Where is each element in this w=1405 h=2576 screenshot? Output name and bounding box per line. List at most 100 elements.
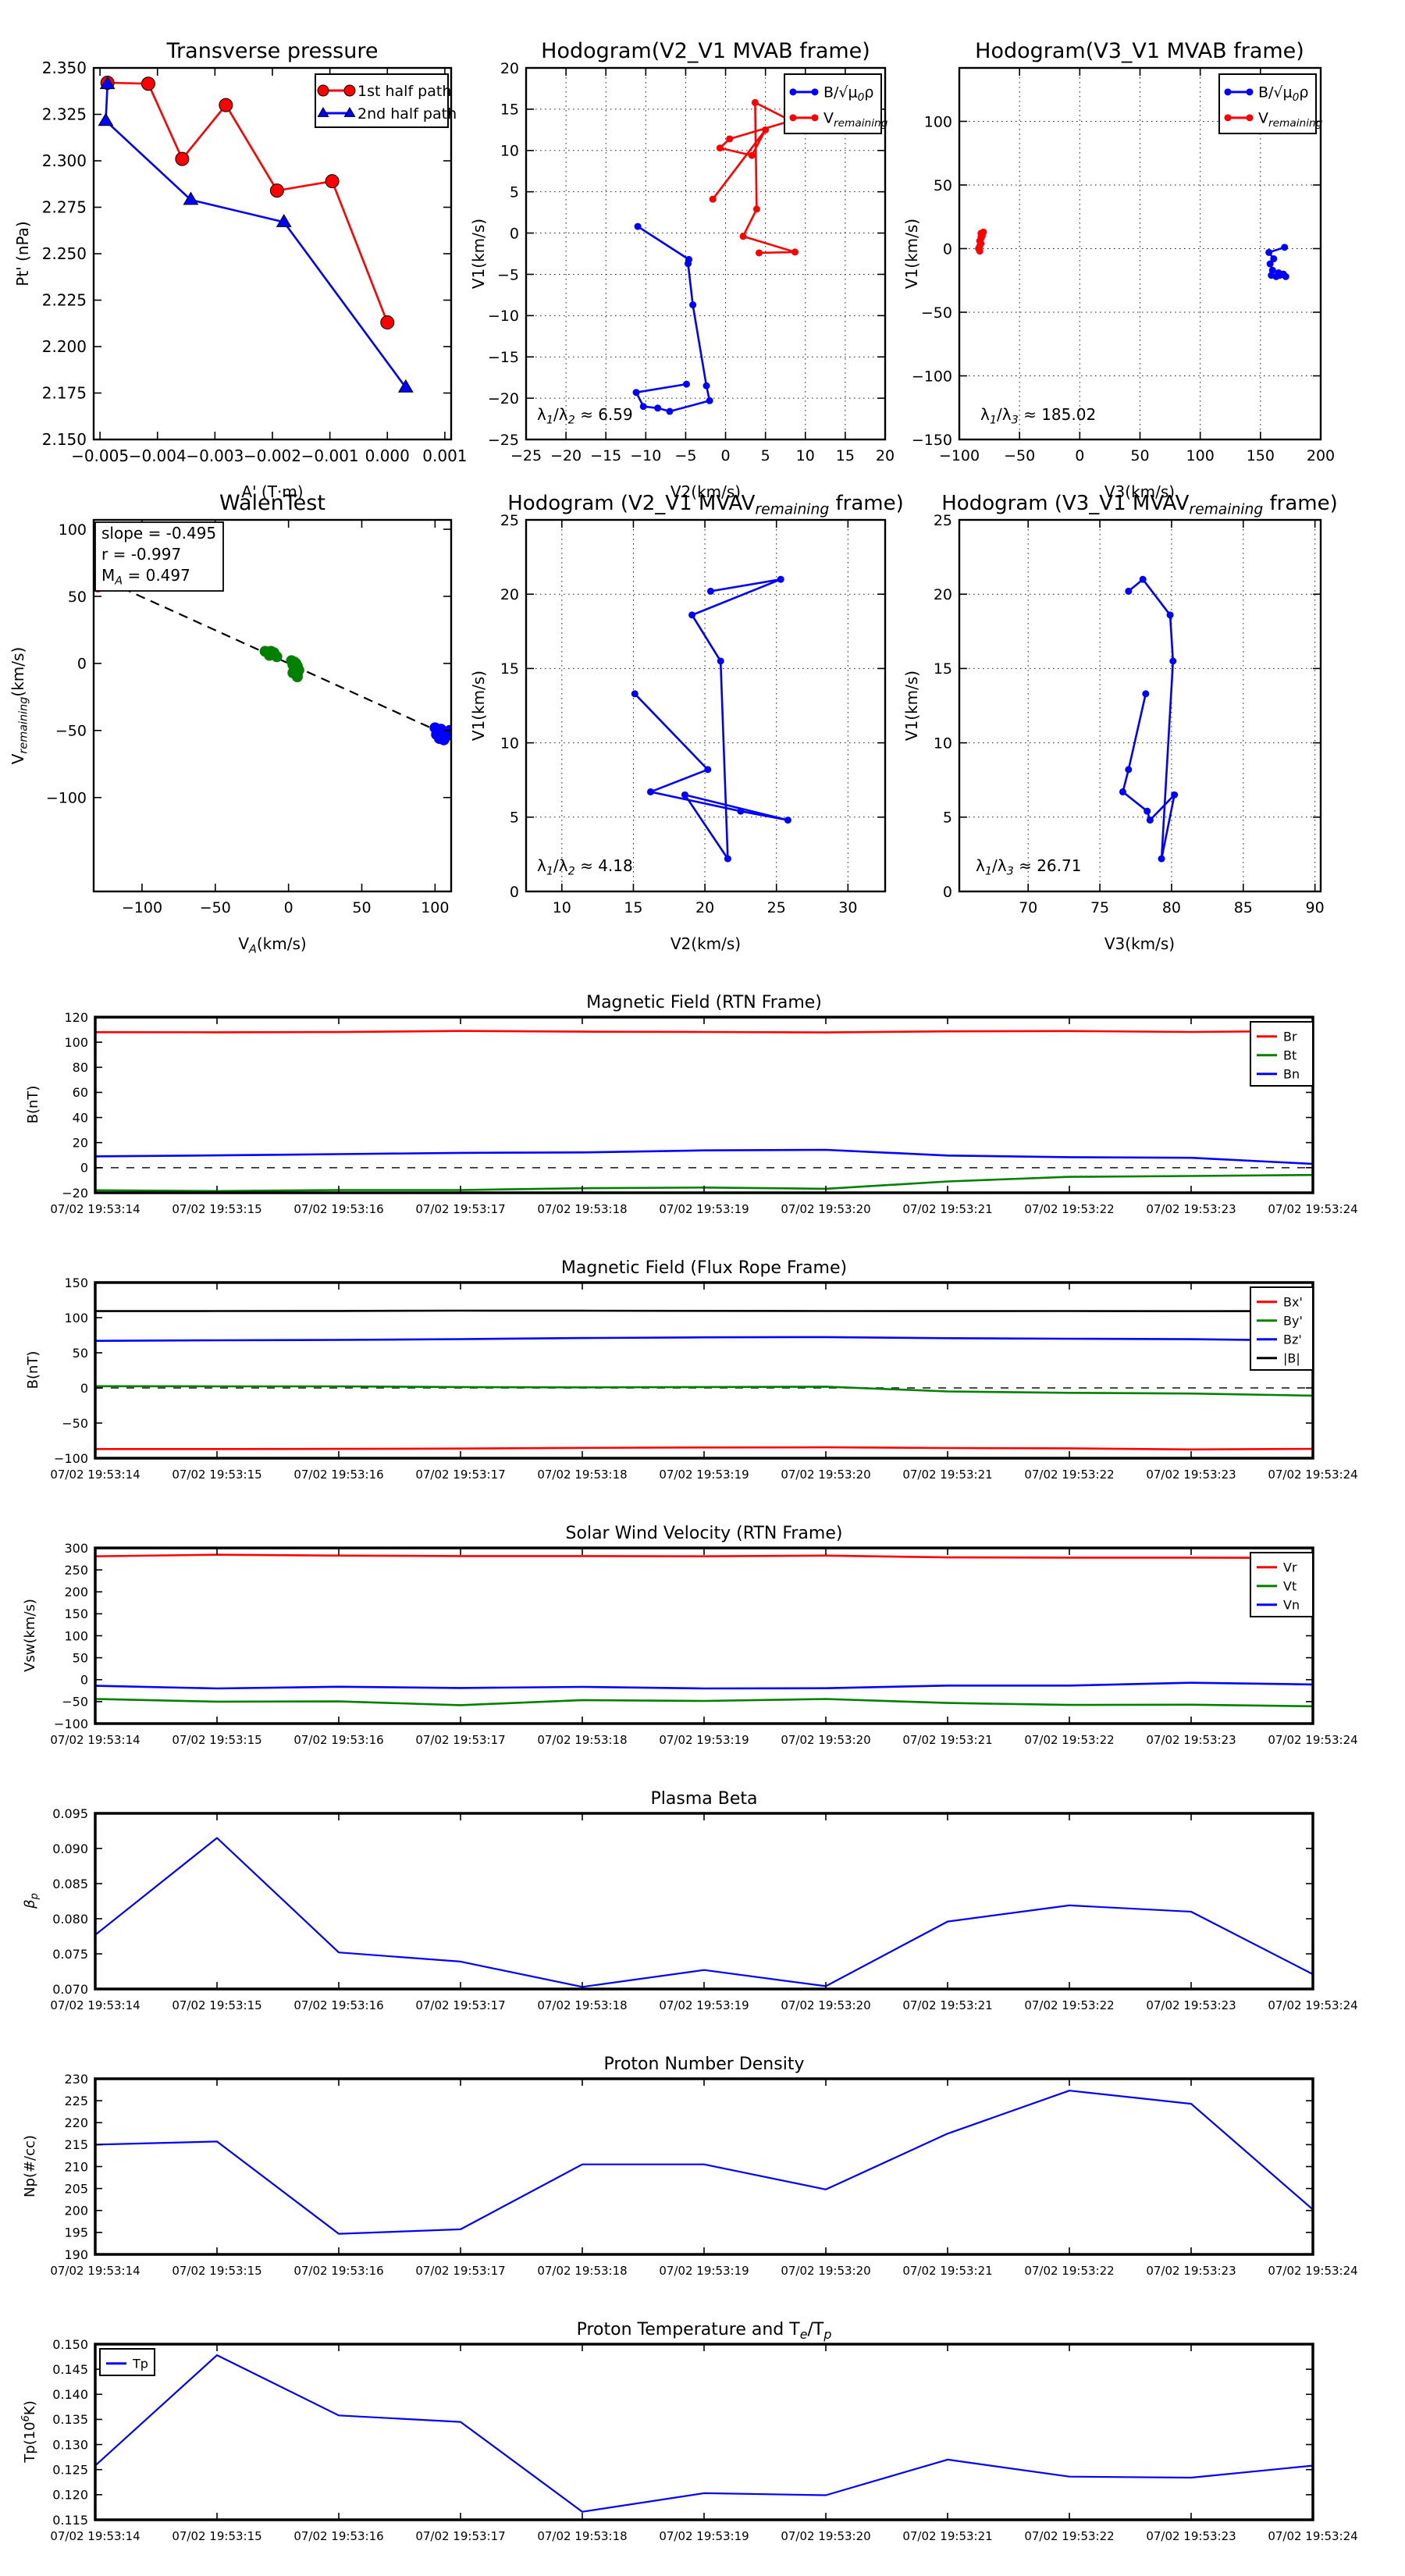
circle-marker xyxy=(716,144,724,152)
x-tick-label: 07/02 19:53:22 xyxy=(1024,1733,1114,1747)
legend: Vr Vt Vn xyxy=(1250,1552,1314,1617)
y-axis-label: βp xyxy=(22,1893,41,1909)
x-tick-label: 10 xyxy=(553,899,571,916)
circle-marker xyxy=(1125,766,1133,774)
legend-label: Bn xyxy=(1283,1067,1300,1082)
y-tick-label: 200 xyxy=(64,1585,88,1599)
chart-title: Hodogram(V3_V1 MVAB frame) xyxy=(975,39,1304,63)
x-tick-label: 75 xyxy=(1090,899,1109,916)
x-tick-label: 200 xyxy=(1307,447,1335,464)
legend-label: Vt xyxy=(1283,1579,1297,1594)
x-tick-label: −50 xyxy=(1004,447,1035,464)
x-tick-label: 70 xyxy=(1019,899,1037,916)
x-tick-label: 07/02 19:53:15 xyxy=(172,1733,261,1747)
y-tick-label: 5 xyxy=(510,184,519,201)
x-tick-label: 0 xyxy=(284,899,293,916)
legend-label: Bz' xyxy=(1283,1332,1302,1347)
axes-frame xyxy=(94,1812,1314,1991)
circle-marker xyxy=(755,249,763,257)
y-tick-label: 120 xyxy=(64,1010,88,1025)
triangle-marker xyxy=(276,214,292,227)
circle-marker xyxy=(1270,255,1278,263)
y-tick-label: −15 xyxy=(488,349,519,366)
y-axis-label: V1(km/s) xyxy=(469,219,488,289)
circle-marker xyxy=(681,791,688,799)
circle-marker xyxy=(704,766,712,774)
x-tick-label: 07/02 19:53:14 xyxy=(50,2529,140,2543)
x-tick-label: 07/02 19:53:18 xyxy=(537,1733,627,1747)
chart-walen-test: −100 −50 0 50 100 −100 −50 0 50 100 VA(km/s) Vremai… xyxy=(9,491,453,955)
legend-label: Vremaining xyxy=(823,110,888,130)
y-tick-label: 0.070 xyxy=(52,1982,88,1997)
circle-marker xyxy=(1224,88,1232,96)
x-tick-label: −100 xyxy=(939,447,980,464)
legend-box xyxy=(1250,1552,1314,1617)
y-tick-label: 2.250 xyxy=(42,244,87,263)
circle-marker xyxy=(762,126,770,133)
x-tick-label: 07/02 19:53:20 xyxy=(781,2264,870,2278)
series-Vn xyxy=(95,1681,1313,1690)
y-tick-label: 15 xyxy=(934,660,952,678)
circle-marker xyxy=(291,671,303,683)
legend-box xyxy=(315,73,449,128)
y-tick-label: −100 xyxy=(54,1717,88,1731)
x-tick-label: 07/02 19:53:24 xyxy=(1268,1468,1357,1482)
series-layer xyxy=(98,76,414,393)
y-axis-label: B(nT) xyxy=(25,1086,41,1124)
y-tick-label: 2.200 xyxy=(42,337,87,356)
legend-label: Br xyxy=(1283,1030,1297,1044)
y-tick-label: 0 xyxy=(943,240,952,258)
x-tick-label: −0.003 xyxy=(186,447,244,465)
chart-title: Magnetic Field (Flux Rope Frame) xyxy=(561,1258,847,1278)
x-tick-label: 25 xyxy=(767,899,786,916)
circle-marker xyxy=(1139,575,1147,583)
y-tick-label: 0.085 xyxy=(52,1877,88,1891)
x-tick-label: 5 xyxy=(761,447,770,464)
x-tick-label: 07/02 19:53:17 xyxy=(415,1998,505,2012)
y-tick-label: 0.115 xyxy=(52,2513,88,2528)
axes-frame xyxy=(94,1016,1314,1194)
x-tick-label: 80 xyxy=(1162,899,1181,916)
series-layer xyxy=(1119,575,1179,863)
x-tick-label: −25 xyxy=(510,447,542,464)
triangle-marker xyxy=(343,107,356,117)
x-tick-label: 07/02 19:53:14 xyxy=(50,2264,140,2278)
triangle-marker xyxy=(317,107,329,117)
circle-marker xyxy=(646,788,654,795)
chart-title: Hodogram(V2_V1 MVAB frame) xyxy=(541,39,870,63)
chart-title: Proton Temperature and Te/Tp xyxy=(577,2320,832,2342)
circle-marker xyxy=(380,315,395,330)
legend: B/√μ0ρ Vremaining xyxy=(1218,73,1323,134)
chart-title: Hodogram (V2_V1 MVAVremaining frame) xyxy=(507,492,904,518)
y-tick-label: 50 xyxy=(73,1346,88,1361)
x-tick-label: 07/02 19:53:17 xyxy=(415,1202,505,1216)
ticks xyxy=(94,2343,1314,2521)
series-layer xyxy=(632,98,799,415)
y-tick-label: 20 xyxy=(934,586,952,603)
y-tick-label: 15 xyxy=(500,101,519,119)
series-layer xyxy=(94,569,451,745)
legend: Bx' By' Bz' |B| xyxy=(1250,1286,1314,1371)
y-tick-label: 5 xyxy=(943,809,952,827)
x-tick-label: 0.001 xyxy=(422,447,467,465)
legend-label: 1st half path xyxy=(357,83,451,100)
y-tick-label: 60 xyxy=(73,1085,88,1100)
y-tick-label: 0.095 xyxy=(52,1806,88,1821)
y-axis-label: Pt' (nPa) xyxy=(13,221,32,286)
chart-title: Magnetic Field (RTN Frame) xyxy=(586,993,822,1012)
legend-label: Bx' xyxy=(1283,1295,1303,1310)
circle-marker xyxy=(789,88,797,96)
y-tick-label: 0.080 xyxy=(52,1912,88,1927)
y-tick-label: 205 xyxy=(64,2181,88,2196)
x-tick-label: −20 xyxy=(550,447,582,464)
x-tick-label: 07/02 19:53:21 xyxy=(902,1468,992,1482)
circle-marker xyxy=(438,734,450,745)
x-tick-label: 20 xyxy=(876,447,895,464)
x-tick-label: 07/02 19:53:19 xyxy=(659,1733,749,1747)
x-tick-label: −100 xyxy=(122,899,162,916)
chart-transverse-pressure: −0.005 −0.004 −0.003 −0.002 −0.001 0.000 0.001… xyxy=(13,39,468,501)
circle-marker xyxy=(1166,611,1174,619)
circle-marker xyxy=(702,382,710,390)
triangle-marker xyxy=(98,112,114,126)
